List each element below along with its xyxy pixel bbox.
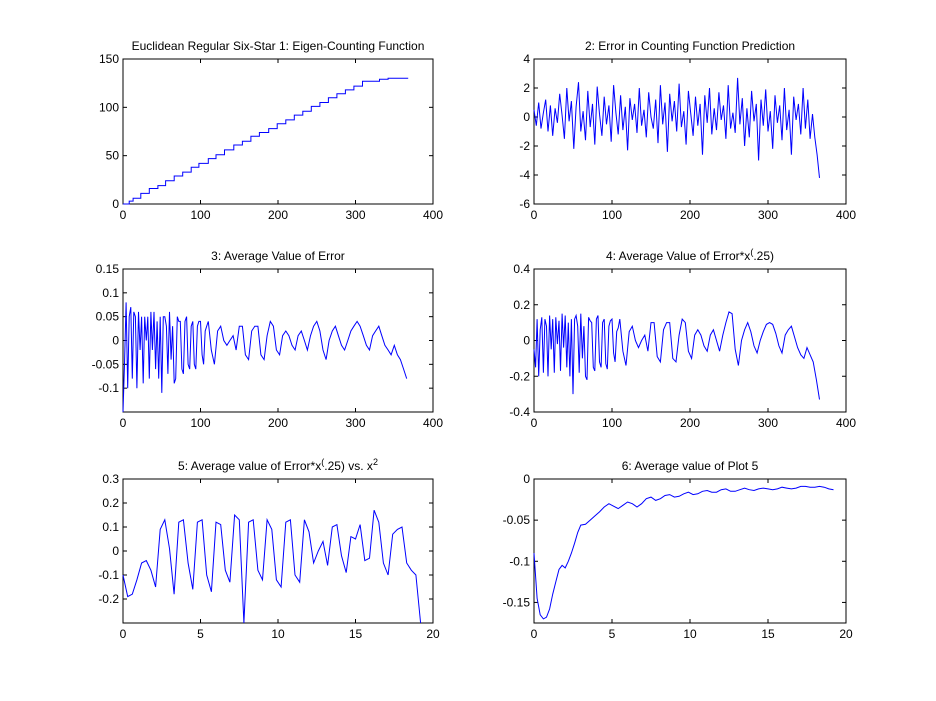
y-tick-label: 0.2 bbox=[102, 496, 119, 510]
x-tick-label: 20 bbox=[426, 627, 440, 641]
x-tick-label: 15 bbox=[349, 627, 363, 641]
y-tick-label: 4 bbox=[523, 52, 530, 66]
x-tick-label: 200 bbox=[680, 208, 700, 222]
chart-title: 4: Average Value of Error*x(.25) bbox=[606, 247, 774, 263]
y-tick-label: -0.1 bbox=[509, 554, 530, 568]
x-tick-label: 100 bbox=[602, 416, 622, 430]
series-line-1 bbox=[533, 77, 820, 178]
axes-box bbox=[533, 268, 847, 413]
x-tick-label: 200 bbox=[268, 208, 288, 222]
x-tick-label: 5 bbox=[197, 627, 204, 641]
y-tick-label: -0.05 bbox=[503, 513, 531, 527]
y-tick-label: 0.1 bbox=[102, 286, 119, 300]
x-tick-label: 300 bbox=[345, 416, 365, 430]
x-tick-label: 200 bbox=[680, 416, 700, 430]
series-line-1 bbox=[122, 510, 422, 624]
x-tick-label: 0 bbox=[120, 416, 127, 430]
y-tick-label: 0 bbox=[112, 544, 119, 558]
subplot-6: 0 5 10 15 20 -0.15 -0.1 -0.05 0 6: Average value … bbox=[503, 459, 853, 641]
y-tick-label: 0.1 bbox=[102, 520, 119, 534]
x-tick-label: 400 bbox=[423, 416, 443, 430]
series-line-1 bbox=[533, 311, 820, 400]
x-tick-label: 5 bbox=[609, 627, 616, 641]
x-tick-label: 100 bbox=[602, 208, 622, 222]
series-line-1 bbox=[123, 77, 409, 205]
y-tick-label: -2 bbox=[519, 139, 530, 153]
y-tick-label: 0.2 bbox=[513, 298, 530, 312]
series-line-1 bbox=[533, 485, 834, 620]
y-tick-label: 0.05 bbox=[96, 310, 120, 324]
axes-box bbox=[533, 478, 847, 624]
x-tick-label: 0 bbox=[120, 208, 127, 222]
y-tick-label: -0.05 bbox=[92, 357, 120, 371]
chart-title: Euclidean Regular Six-Star 1: Eigen-Coun… bbox=[132, 39, 425, 53]
series-line-1 bbox=[122, 302, 408, 413]
y-tick-label: 0 bbox=[523, 472, 530, 486]
chart-title: 6: Average value of Plot 5 bbox=[622, 459, 759, 473]
y-tick-label: -0.15 bbox=[503, 595, 531, 609]
subplot-3: 0 100 200 300 400 -0.1 -0.05 0 0.05 0.1 0.15 3: Ave… bbox=[92, 249, 444, 430]
subplot-5: 0 5 10 15 20 -0.2 -0.1 0 0.1 0.2 0.3 5: Average val… bbox=[98, 457, 440, 641]
y-tick-label: -6 bbox=[519, 197, 530, 211]
y-tick-label: 0 bbox=[112, 334, 119, 348]
x-tick-label: 300 bbox=[758, 416, 778, 430]
axes-box bbox=[122, 268, 434, 413]
x-tick-label: 300 bbox=[345, 208, 365, 222]
x-tick-label: 0 bbox=[531, 627, 538, 641]
x-tick-label: 100 bbox=[190, 208, 210, 222]
y-tick-label: 0 bbox=[112, 197, 119, 211]
x-tick-label: 10 bbox=[271, 627, 285, 641]
x-tick-label: 15 bbox=[761, 627, 775, 641]
x-tick-label: 400 bbox=[423, 208, 443, 222]
x-tick-label: 0 bbox=[531, 416, 538, 430]
chart-title: 2: Error in Counting Function Prediction bbox=[585, 39, 795, 53]
y-tick-label: -0.1 bbox=[98, 381, 119, 395]
y-tick-label: 2 bbox=[523, 81, 530, 95]
axes-box bbox=[122, 58, 434, 205]
x-tick-label: 100 bbox=[190, 416, 210, 430]
y-tick-label: 0.4 bbox=[513, 262, 530, 276]
y-tick-label: 150 bbox=[99, 52, 119, 66]
subplot-2: 0 100 200 300 400 -6 -4 -2 0 2 4 2: Error in Counti… bbox=[519, 39, 856, 222]
y-tick-label: 50 bbox=[106, 149, 120, 163]
x-tick-label: 0 bbox=[120, 627, 127, 641]
x-tick-label: 300 bbox=[758, 208, 778, 222]
chart-title: 3: Average Value of Error bbox=[211, 249, 345, 263]
y-tick-label: 100 bbox=[99, 100, 119, 114]
y-tick-label: -4 bbox=[519, 168, 530, 182]
y-tick-label: 0.15 bbox=[96, 262, 120, 276]
chart-title: 5: Average value of Error*x(.25) vs. x2 bbox=[178, 457, 378, 473]
x-tick-label: 20 bbox=[839, 627, 853, 641]
y-tick-label: -0.1 bbox=[98, 568, 119, 582]
axes-box bbox=[122, 478, 434, 624]
y-tick-label: -0.4 bbox=[509, 405, 530, 419]
y-tick-label: 0 bbox=[523, 110, 530, 124]
y-tick-label: -0.2 bbox=[98, 592, 119, 606]
x-tick-label: 400 bbox=[836, 416, 856, 430]
y-tick-label: 0 bbox=[523, 334, 530, 348]
subplot-4: 0 100 200 300 400 -0.4 -0.2 0 0.2 0.4 4: Average V… bbox=[509, 247, 856, 430]
x-tick-label: 10 bbox=[683, 627, 697, 641]
x-tick-label: 0 bbox=[531, 208, 538, 222]
subplot-1: 0 100 200 300 400 0 50 100 150 Euclidean Regular … bbox=[99, 39, 443, 222]
x-tick-label: 400 bbox=[836, 208, 856, 222]
x-tick-label: 200 bbox=[268, 416, 288, 430]
y-tick-label: -0.2 bbox=[509, 369, 530, 383]
y-tick-label: 0.3 bbox=[102, 472, 119, 486]
